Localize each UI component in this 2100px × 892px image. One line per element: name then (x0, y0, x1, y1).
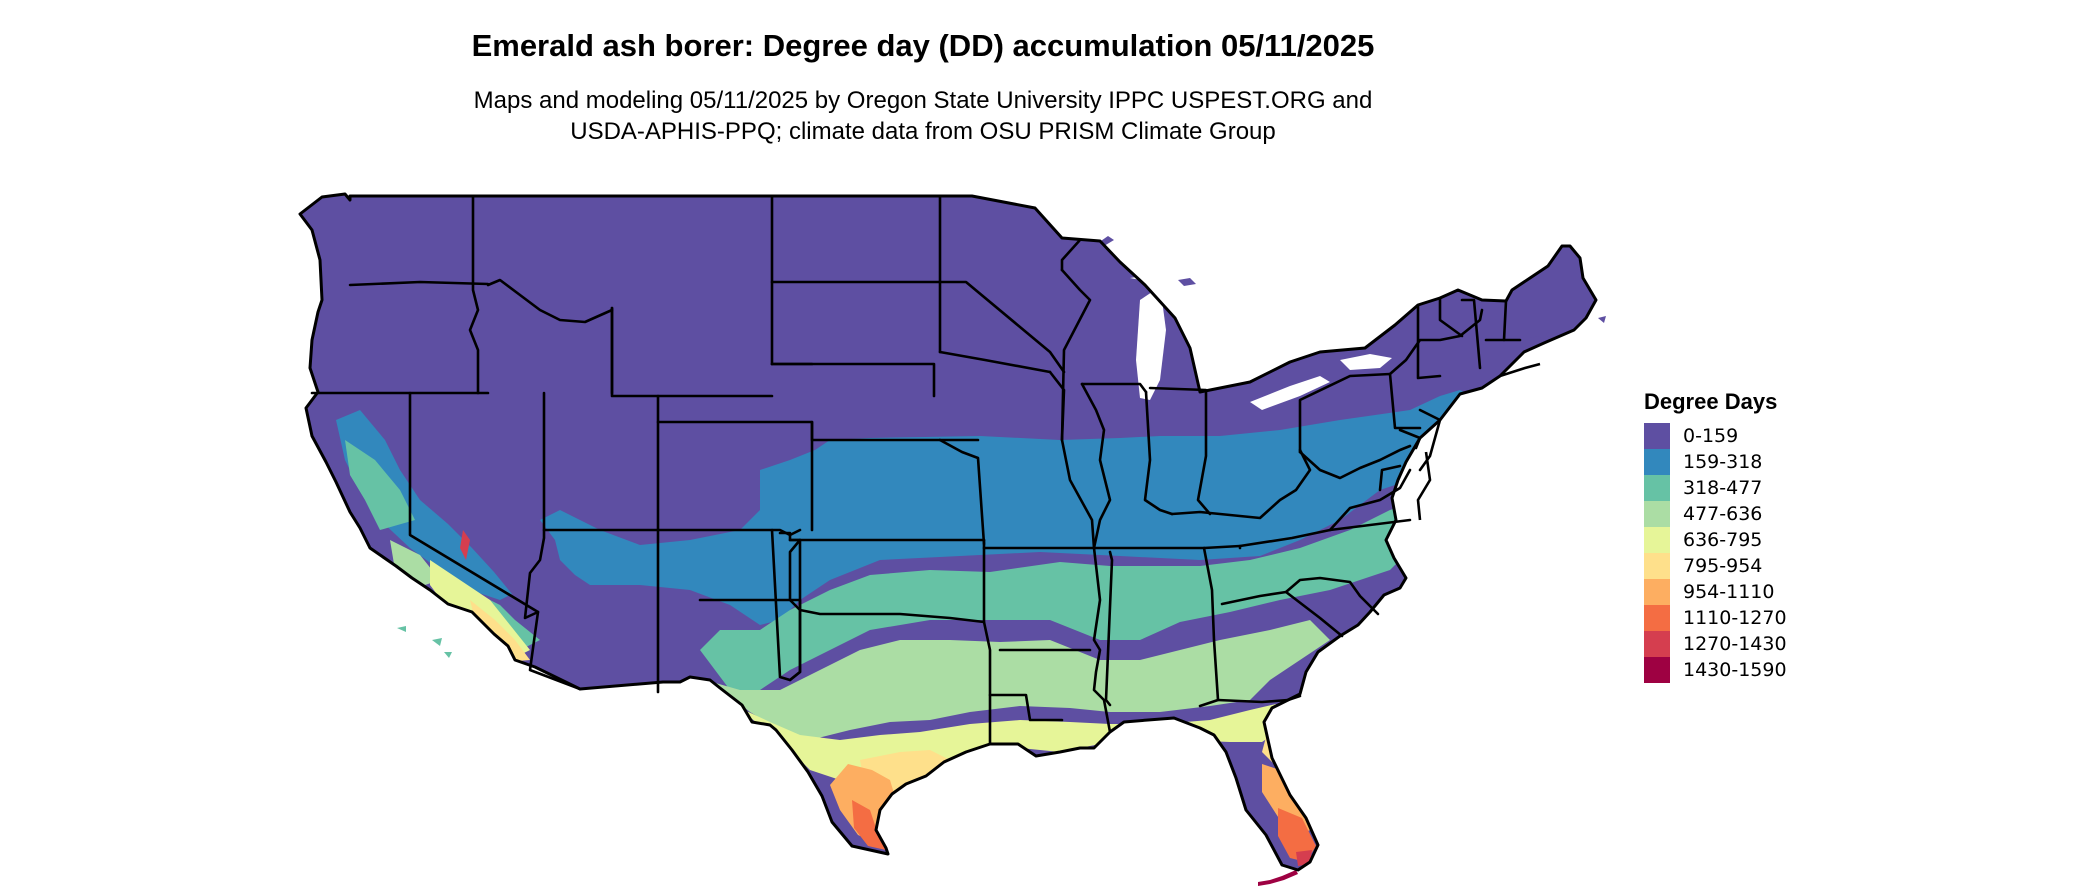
legend-label: 1270-1430 (1683, 633, 1787, 655)
subtitle-line-2: USDA-APHIS-PPQ; climate data from OSU PR… (570, 118, 1276, 145)
legend-swatch (1644, 501, 1670, 527)
state-boundaries (310, 194, 1522, 746)
legend-label: 477-636 (1683, 503, 1763, 525)
legend-swatch (1644, 579, 1670, 605)
legend-item: 636-795 (1644, 527, 1787, 553)
legend-item: 954-1110 (1644, 579, 1787, 605)
legend-swatch (1644, 657, 1670, 683)
legend-swatch (1644, 449, 1670, 475)
florida-keys (1258, 870, 1298, 886)
legend-swatch (1644, 527, 1670, 553)
legend-swatch (1644, 475, 1670, 501)
legend: Degree Days 0-159 159-318 318-477 477-63… (1644, 389, 1787, 683)
map-title: Emerald ash borer: Degree day (DD) accum… (471, 28, 1375, 63)
legend-item: 318-477 (1644, 475, 1787, 501)
legend-label: 0-159 (1683, 425, 1739, 447)
legend-item: 1110-1270 (1644, 605, 1787, 631)
degree-day-zones (300, 194, 1596, 870)
coast-details (1416, 362, 1541, 521)
legend-item: 795-954 (1644, 553, 1787, 579)
us-outline (298, 192, 1598, 872)
subtitle-line-1: Maps and modeling 05/11/2025 by Oregon S… (473, 87, 1373, 114)
legend-label: 636-795 (1683, 529, 1763, 551)
legend-item: 0-159 (1644, 423, 1787, 449)
legend-items: 0-159 159-318 318-477 477-636 636-795 79… (1644, 423, 1787, 683)
legend-label: 159-318 (1683, 451, 1763, 473)
legend-label: 954-1110 (1683, 581, 1775, 603)
legend-item: 1270-1430 (1644, 631, 1787, 657)
legend-item: 477-636 (1644, 501, 1787, 527)
legend-swatch (1644, 631, 1670, 657)
map-subtitle: Maps and modeling 05/11/2025 by Oregon S… (0, 85, 1846, 147)
legend-label: 1110-1270 (1683, 607, 1787, 629)
legend-swatch (1644, 553, 1670, 579)
channel-islands (397, 626, 452, 658)
legend-swatch (1644, 423, 1670, 449)
legend-item: 159-318 (1644, 449, 1787, 475)
legend-label: 795-954 (1683, 555, 1763, 577)
legend-label: 318-477 (1683, 477, 1763, 499)
legend-swatch (1644, 605, 1670, 631)
legend-label: 1430-1590 (1683, 659, 1787, 681)
legend-title: Degree Days (1644, 389, 1778, 414)
legend-item: 1430-1590 (1644, 657, 1787, 683)
